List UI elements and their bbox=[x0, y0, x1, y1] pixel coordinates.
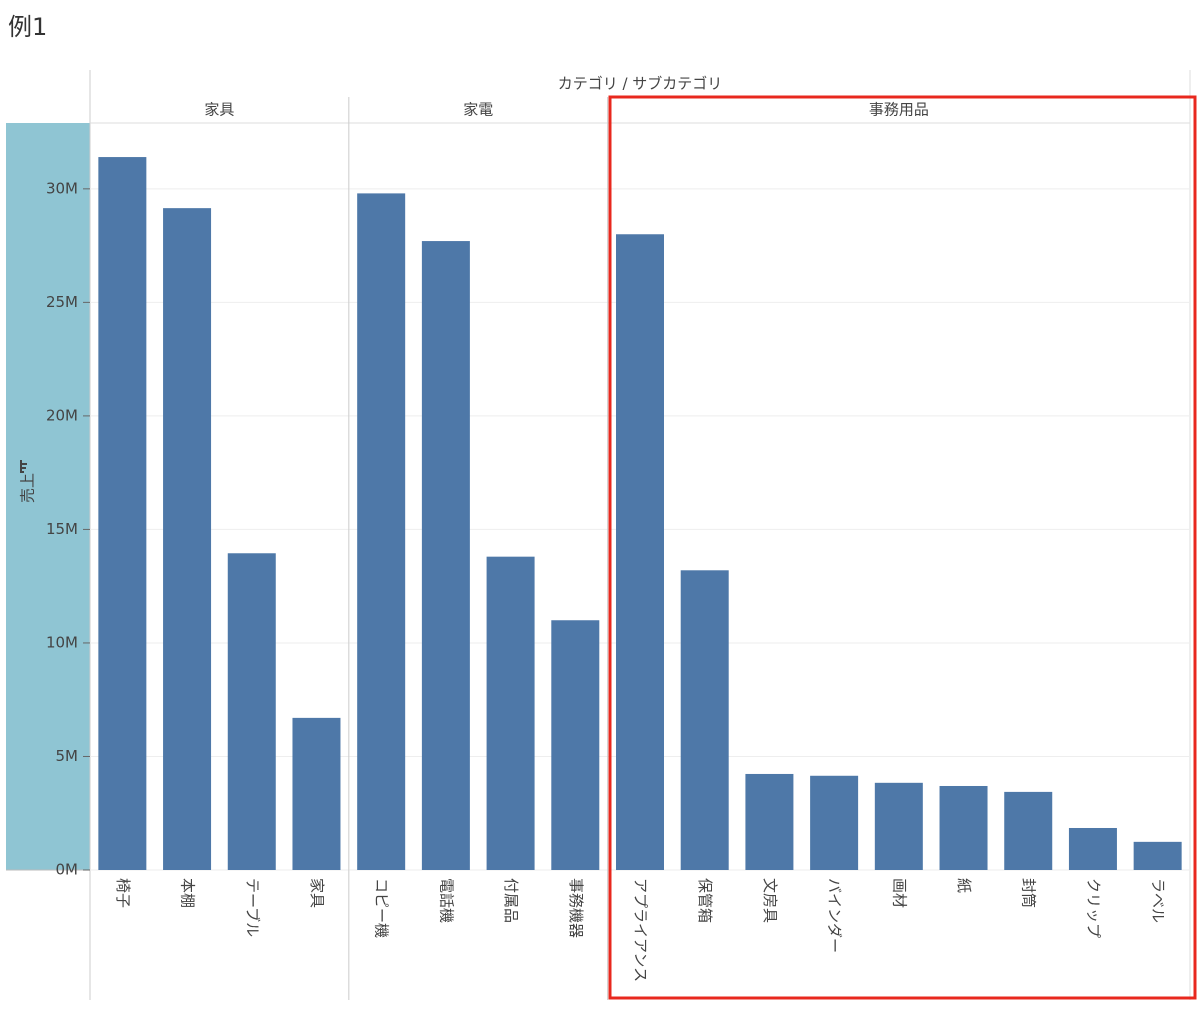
x-tick-label: 事務機器 bbox=[567, 878, 585, 938]
x-tick-label: 電話機 bbox=[437, 878, 455, 923]
bar bbox=[357, 193, 406, 871]
bar bbox=[98, 157, 147, 871]
y-tick-label: 5M bbox=[56, 747, 79, 765]
bar bbox=[874, 782, 923, 870]
x-tick-label: 紙 bbox=[955, 878, 973, 893]
bar bbox=[292, 717, 341, 870]
y-tick-label: 25M bbox=[46, 293, 78, 311]
x-tick-label: クリップ bbox=[1084, 878, 1102, 938]
bar bbox=[486, 556, 535, 870]
bar bbox=[680, 570, 729, 870]
y-tick-label: 30M bbox=[46, 179, 78, 197]
x-tick-label: ラベル bbox=[1149, 878, 1167, 923]
group-label: 家具 bbox=[204, 101, 234, 119]
sort-icon bbox=[20, 460, 27, 473]
x-tick-label: 付属品 bbox=[502, 878, 520, 923]
y-tick-label: 0M bbox=[56, 861, 79, 879]
x-tick-label: 保管箱 bbox=[696, 878, 714, 923]
x-tick-label: 画材 bbox=[890, 878, 908, 908]
bar bbox=[1133, 841, 1182, 870]
x-tick-label: 本棚 bbox=[179, 878, 197, 908]
group-label: 事務用品 bbox=[869, 101, 929, 119]
y-tick-label: 15M bbox=[46, 520, 78, 538]
axis-highlight bbox=[6, 123, 90, 870]
y-tick-label: 20M bbox=[46, 406, 78, 424]
bar bbox=[163, 208, 212, 870]
y-tick-label: 10M bbox=[46, 633, 78, 651]
x-tick-label: コピー機 bbox=[373, 878, 391, 938]
bar bbox=[939, 785, 988, 870]
x-tick-label: バインダー bbox=[826, 878, 844, 953]
bar bbox=[421, 241, 470, 870]
bar bbox=[551, 620, 600, 870]
x-tick-label: 家具 bbox=[308, 878, 326, 908]
bar bbox=[1004, 791, 1053, 870]
y-axis-title: 売上 bbox=[19, 473, 37, 503]
x-tick-label: 文房具 bbox=[761, 878, 779, 923]
x-tick-label: アプライアンス bbox=[632, 878, 650, 982]
x-tick-label: 椅子 bbox=[114, 878, 132, 908]
x-tick-label: テーブル bbox=[243, 878, 261, 937]
x-tick-label: 封筒 bbox=[1020, 878, 1038, 908]
highlight-box bbox=[608, 95, 1197, 1000]
bar bbox=[227, 553, 276, 870]
bar bbox=[1068, 827, 1117, 870]
bar bbox=[810, 775, 859, 870]
bar bbox=[616, 234, 664, 871]
x-axis-title: カテゴリ / サブカテゴリ bbox=[558, 75, 723, 93]
bar bbox=[745, 773, 794, 870]
group-label: 家電 bbox=[463, 101, 493, 119]
page-title: 例1 bbox=[8, 13, 47, 41]
